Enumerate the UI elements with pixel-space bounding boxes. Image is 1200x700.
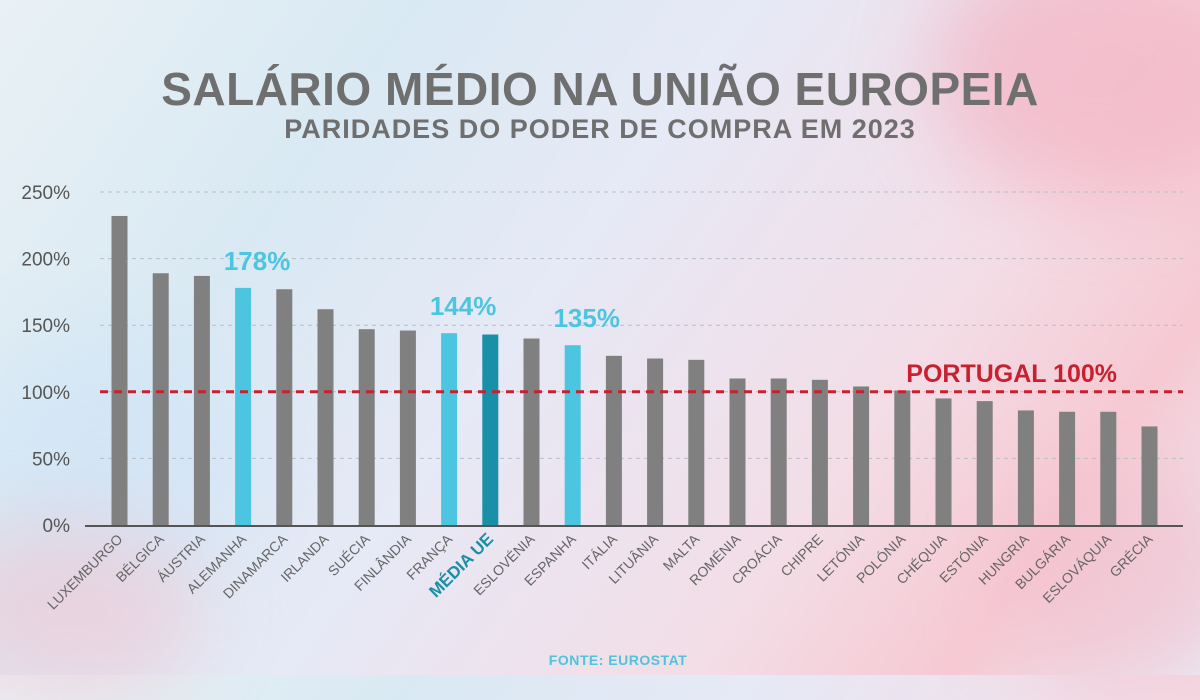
reference-line-label: PORTUGAL 100% [906,360,1117,388]
bar [317,309,334,525]
data-label: 178% [224,246,291,276]
bar [564,345,581,525]
source-note: FONTE: EUROSTAT [548,652,688,668]
bar [935,398,952,525]
bar [1059,411,1076,525]
chart-title: SALÁRIO MÉDIO NA UNIÃO EUROPEIA [161,63,1039,115]
bar [235,287,252,525]
y-tick-label: 0% [43,516,71,537]
bar [1100,411,1117,525]
bar [441,333,458,525]
data-label: 135% [553,303,620,333]
bar [1017,410,1034,525]
bar [111,215,128,525]
bar [853,386,870,525]
bar-chart: 0%50%100%150%200%250%LUXEMBURGOBÉLGICAÁU… [21,183,1183,613]
bar [358,329,375,525]
bar [688,359,705,525]
x-tick-label: GRÉCIA [1106,530,1156,580]
bar [1141,426,1158,525]
bar [152,273,169,525]
bar [894,390,911,525]
bar [770,378,787,525]
bar [647,358,664,525]
background-glow-pink-left [0,520,200,700]
chart-subtitle: PARIDADES DO PODER DE COMPRA EM 2023 [284,114,916,144]
bar [276,289,293,525]
data-label: 144% [430,291,497,321]
bar [605,355,622,525]
y-tick-label: 250% [21,183,70,204]
bar [811,379,828,525]
bar [399,330,416,525]
bar [976,401,993,525]
bar [193,275,210,525]
y-tick-label: 50% [32,449,70,470]
bar [482,334,499,525]
bar [523,338,540,525]
y-tick-label: 150% [21,316,70,337]
y-tick-label: 200% [21,250,70,271]
y-tick-label: 100% [21,383,70,404]
bar [729,378,746,525]
